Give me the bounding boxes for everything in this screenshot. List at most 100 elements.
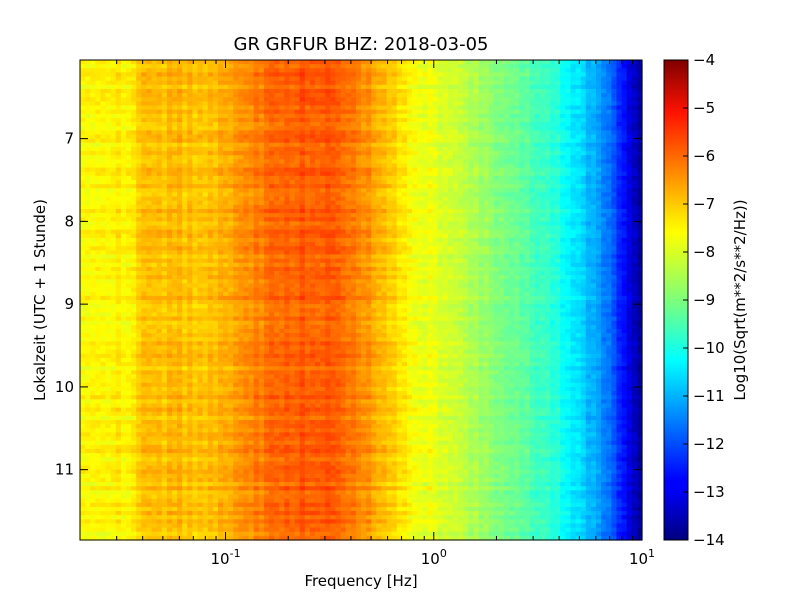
heatmap-cell [279, 76, 285, 82]
heatmap-cell [100, 221, 107, 227]
heatmap-cell [171, 113, 178, 119]
heatmap-cell [177, 217, 183, 222]
heatmap-cell [100, 494, 107, 500]
heatmap-cell [269, 88, 275, 94]
heatmap-cell [187, 498, 193, 504]
heatmap-cell [105, 208, 112, 214]
heatmap-cell [238, 60, 245, 65]
heatmap-cell [248, 171, 255, 177]
heatmap-cell [115, 316, 122, 322]
heatmap-cell [125, 411, 132, 417]
heatmap-cell [269, 60, 275, 65]
heatmap-cell [177, 519, 183, 525]
heatmap-cell [192, 229, 199, 235]
heatmap-cell [294, 304, 301, 309]
heatmap-cell [253, 262, 260, 268]
heatmap-cell [238, 291, 245, 297]
heatmap-cell [197, 171, 204, 177]
heatmap-cell [192, 519, 199, 525]
heatmap-cell [202, 353, 209, 359]
heatmap-cell [141, 386, 148, 392]
heatmap-cell [217, 142, 224, 148]
heatmap-cell [238, 494, 245, 500]
heatmap-cell [85, 515, 91, 520]
heatmap-cell [192, 287, 199, 293]
heatmap-cell [131, 200, 137, 206]
heatmap-cell [238, 142, 245, 148]
heatmap-cell [95, 134, 102, 140]
heatmap-cell [125, 229, 132, 235]
heatmap-cell [263, 242, 270, 247]
heatmap-cell [294, 333, 301, 338]
heatmap-cell [258, 279, 265, 285]
heatmap-cell [274, 357, 280, 363]
heatmap-cell [85, 300, 91, 305]
heatmap-cell [233, 60, 239, 65]
heatmap-cell [161, 134, 168, 140]
heatmap-cell [171, 461, 178, 467]
heatmap-cell [141, 126, 148, 131]
heatmap-cell [136, 171, 142, 177]
heatmap-cell [151, 68, 158, 74]
heatmap-cell [248, 159, 255, 165]
heatmap-cell [166, 225, 173, 231]
heatmap-cell [207, 486, 214, 491]
heatmap-cell [131, 486, 137, 491]
heatmap-cell [233, 180, 239, 185]
heatmap-cell [110, 424, 117, 429]
heatmap-cell [156, 279, 163, 285]
heatmap-cell [105, 502, 112, 508]
heatmap-cell [125, 328, 132, 334]
heatmap-cell [212, 242, 219, 247]
heatmap-cell [217, 370, 224, 376]
heatmap-cell [212, 523, 219, 529]
heatmap-cell [146, 287, 153, 293]
heatmap-cell [125, 208, 132, 214]
heatmap-cell [120, 142, 127, 148]
heatmap-cell [258, 399, 265, 405]
heatmap-cell [125, 279, 132, 285]
heatmap-cell [217, 523, 224, 529]
heatmap-cell [207, 320, 214, 326]
heatmap-cell [125, 300, 132, 305]
heatmap-cell [192, 126, 199, 131]
heatmap-cell [95, 519, 102, 525]
heatmap-cell [125, 146, 132, 152]
heatmap-cell [233, 320, 239, 326]
heatmap-cell [217, 151, 224, 156]
heatmap-cell [289, 395, 296, 400]
heatmap-cell [233, 337, 239, 342]
heatmap-cell [233, 291, 239, 297]
heatmap-cell [120, 370, 127, 376]
heatmap-cell [192, 403, 199, 409]
heatmap-cell [136, 407, 142, 413]
heatmap-cell [228, 233, 234, 239]
heatmap-cell [202, 146, 209, 152]
heatmap-cell [161, 97, 168, 102]
heatmap-cell [294, 196, 301, 202]
heatmap-cell [192, 531, 199, 537]
heatmap-cell [187, 237, 193, 243]
heatmap-cell [197, 345, 204, 351]
heatmap-cell [105, 225, 112, 231]
heatmap-cell [263, 233, 270, 239]
heatmap-cell [202, 407, 209, 413]
heatmap-cell [146, 64, 153, 69]
heatmap-cell [90, 432, 96, 438]
heatmap-cell [248, 362, 255, 367]
heatmap-cell [177, 275, 183, 280]
heatmap-cell [125, 469, 132, 475]
heatmap-cell [207, 225, 214, 231]
heatmap-cell [85, 237, 91, 243]
heatmap-cell [238, 444, 245, 450]
heatmap-cell [279, 312, 285, 318]
heatmap-cell [80, 386, 86, 392]
heatmap-cell [284, 113, 291, 119]
heatmap-cell [141, 180, 148, 185]
heatmap-cell [197, 386, 204, 392]
heatmap-cell [131, 64, 137, 69]
heatmap-cell [289, 101, 296, 107]
heatmap-cell [294, 374, 301, 380]
heatmap-cell [171, 254, 178, 260]
heatmap-cell [197, 370, 204, 376]
